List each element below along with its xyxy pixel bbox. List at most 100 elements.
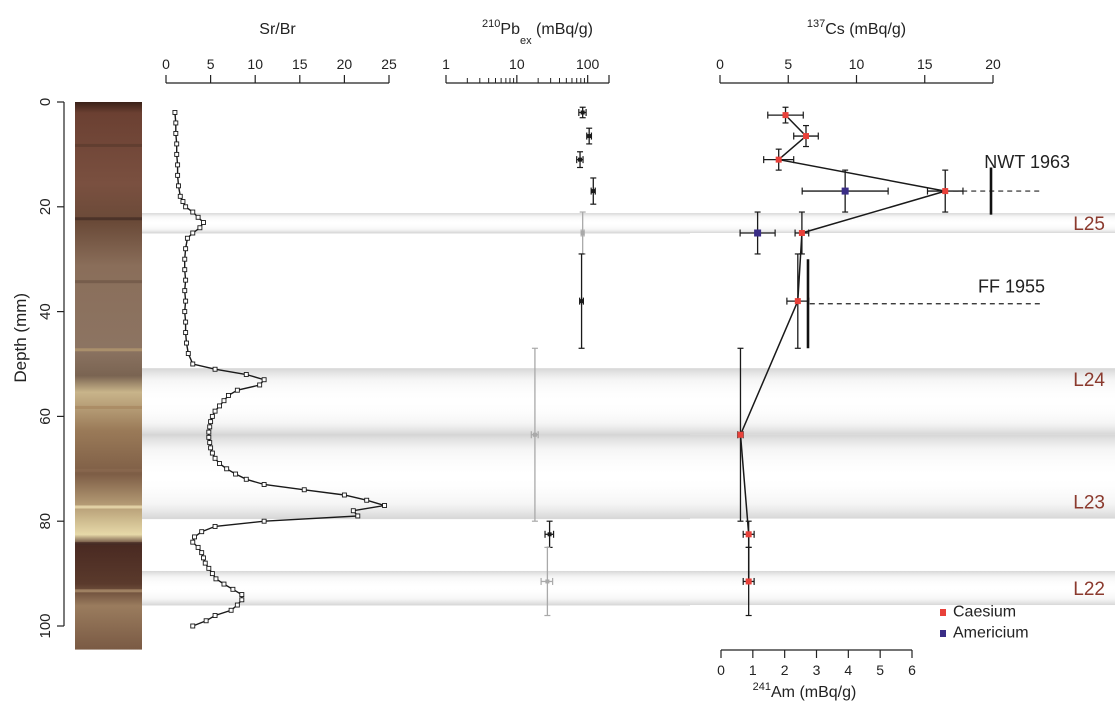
srbr-point (197, 225, 203, 231)
annotations: NWT 1963 FF 1955 (806, 152, 1070, 349)
srbr-point (224, 466, 230, 472)
pb210-point-marker (532, 432, 537, 437)
srbr-point (209, 413, 215, 419)
srbr-point (217, 461, 222, 467)
srbr-point (199, 550, 205, 556)
srbr-point (206, 434, 212, 440)
srbr-point (212, 455, 218, 461)
srbr-point (208, 419, 214, 425)
srbr-point (183, 204, 189, 210)
layer-band (141, 213, 1115, 233)
cs137-point-marker (737, 431, 744, 438)
pb210-point (530, 347, 539, 522)
srbr-point (172, 110, 178, 115)
pb210-point-marker (545, 579, 550, 584)
srbr-point (184, 340, 189, 346)
cs137-axis-title-part: Cs (825, 21, 845, 38)
cs137-point (763, 148, 795, 171)
srbr-point (364, 497, 370, 503)
layer-label-l24: L24 (1073, 370, 1105, 391)
pb210-tick-label: 1 (442, 56, 450, 72)
core-photo (75, 102, 142, 650)
srbr-point (243, 372, 249, 377)
pb210-point-marker (591, 189, 596, 194)
srbr-point (183, 277, 189, 283)
srbr-point (221, 581, 227, 587)
pb210-point (544, 520, 555, 549)
pb210-point (540, 546, 554, 617)
srbr-point (206, 429, 212, 435)
srbr-point (209, 450, 215, 456)
srbr-point (180, 199, 186, 205)
pb210-axis-title-part: (mBq/g) (532, 21, 593, 38)
srbr-point (192, 534, 197, 540)
srbr-point (261, 482, 267, 487)
srbr-point (239, 597, 245, 603)
srbr-point (382, 503, 387, 508)
srbr-point (195, 544, 201, 550)
srbr-point (257, 382, 263, 388)
core-streak (75, 468, 142, 472)
depth-tick-label: 20 (37, 198, 54, 215)
srbr-point (182, 256, 188, 262)
pb210-point (590, 177, 597, 205)
depth-tick-label: 100 (37, 613, 54, 638)
srbr-point (199, 529, 205, 535)
srbr-point (190, 209, 196, 215)
pb210-point-marker (579, 299, 584, 304)
cs137-point-marker (775, 156, 782, 163)
srbr-point (182, 288, 188, 294)
cs137-point-marker (798, 230, 805, 236)
legend-label-americium: Americium (953, 625, 1029, 642)
cs137-axis-title-part: 137 (807, 18, 825, 30)
srbr-point (185, 351, 191, 356)
srbr-point (261, 518, 267, 524)
depth-tick-label: 80 (37, 513, 54, 530)
srbr-tick-label: 25 (381, 56, 397, 72)
am241-tick-label: 1 (749, 662, 757, 678)
depth-tick-label: 40 (37, 303, 54, 320)
pb210-point-marker (578, 157, 583, 162)
layer-bands: L25 L24 L23 L22 (141, 213, 1115, 606)
pb210-point-marker (580, 110, 585, 115)
srbr-point (261, 377, 267, 383)
nwt-1963-label: NWT 1963 (984, 152, 1070, 172)
srbr-point (175, 172, 181, 178)
pb210-tick-label: 10 (509, 56, 525, 72)
srbr-point (209, 571, 215, 577)
legend-swatch-caesium (940, 609, 946, 616)
srbr-point (175, 162, 181, 168)
srbr-point (174, 141, 180, 147)
cs137-tick-label: 0 (716, 56, 724, 72)
depth-tick-label: 60 (37, 408, 54, 425)
cs137-point-marker (802, 133, 809, 140)
data-series (172, 106, 964, 629)
pb210-axis-title: 210Pbex (mBq/g) (482, 18, 593, 47)
srbr-point (217, 403, 222, 409)
srbr-point (234, 387, 240, 393)
cs137-point-marker (745, 578, 752, 585)
core-streak (75, 405, 142, 409)
srbr-axis-title: Sr/Br (259, 21, 296, 38)
srbr-point (183, 246, 189, 252)
pb210-point (578, 253, 585, 349)
am241-point-marker (754, 229, 762, 237)
cs137-point-marker (782, 112, 789, 119)
layer-label-l23: L23 (1073, 493, 1105, 514)
pb210-point-marker (587, 134, 592, 139)
depth-tick-label: 0 (37, 98, 54, 106)
srbr-point (195, 214, 201, 220)
srbr-point (355, 513, 361, 519)
srbr-point (207, 424, 213, 430)
srbr-point (213, 576, 219, 582)
srbr-point (243, 476, 249, 482)
srbr-point (182, 267, 188, 273)
srbr-point (201, 220, 206, 225)
pb210-point-marker (580, 231, 585, 235)
srbr-point (350, 508, 356, 514)
srbr-point (173, 130, 179, 136)
srbr-point (234, 602, 240, 608)
srbr-point (212, 523, 218, 529)
legend-label-caesium: Caesium (953, 604, 1016, 621)
cs137-point-marker (942, 188, 949, 195)
